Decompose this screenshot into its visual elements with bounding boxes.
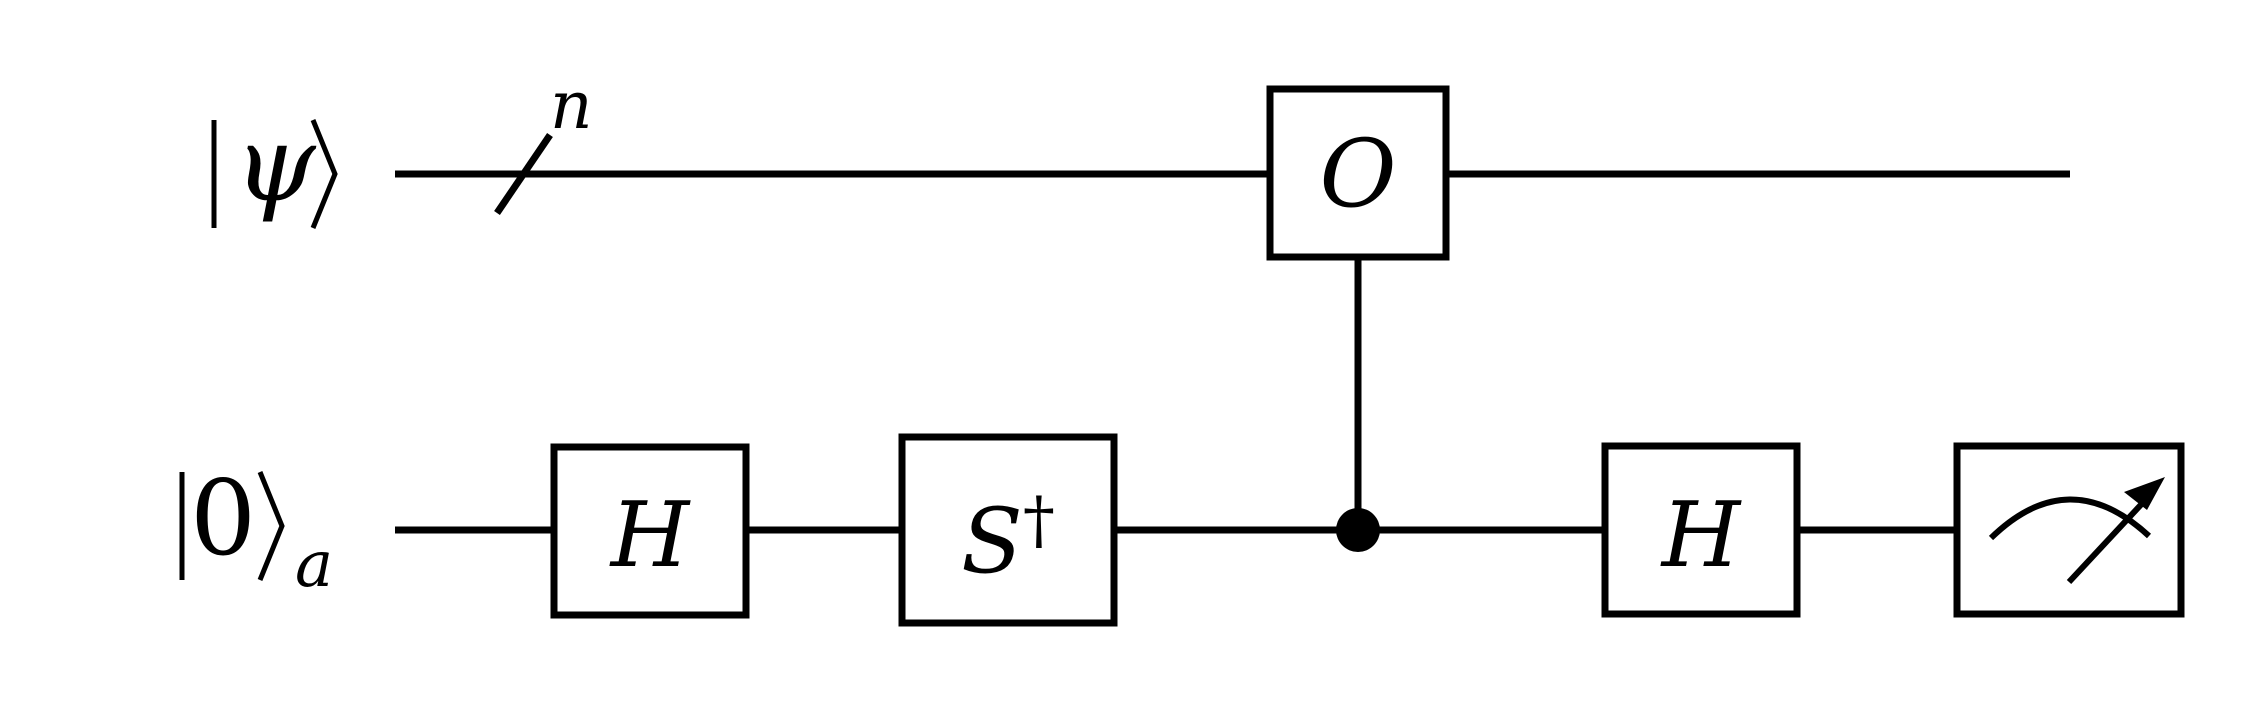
bundle-slash: n xyxy=(494,67,593,215)
oracle-gate: O xyxy=(1266,85,1450,261)
bundle-size-label: n xyxy=(550,67,593,144)
hadamard-gate-1-label: H xyxy=(609,483,691,588)
hadamard-gate-1: H xyxy=(550,443,750,619)
ket-zero-ancilla: 0 a xyxy=(179,457,333,602)
hadamard-gate-2-label: H xyxy=(1660,483,1742,588)
s-dagger-base: S xyxy=(961,489,1023,594)
s-dagger-superscript: † xyxy=(1023,484,1055,558)
ket-psi-symbol: ψ xyxy=(234,103,317,225)
ket-zero-subscript: a xyxy=(295,528,333,602)
ket-zero-symbol: 0 xyxy=(190,457,256,579)
s-dagger-gate: S† xyxy=(898,433,1118,627)
measurement-meter-icon xyxy=(1953,442,2185,618)
oracle-gate-label: O xyxy=(1319,120,1396,229)
control-dot xyxy=(1336,508,1380,552)
hadamard-gate-2: H xyxy=(1601,442,1801,618)
ket-psi: ψ xyxy=(211,103,338,229)
s-dagger-gate-label: S† xyxy=(961,484,1055,594)
